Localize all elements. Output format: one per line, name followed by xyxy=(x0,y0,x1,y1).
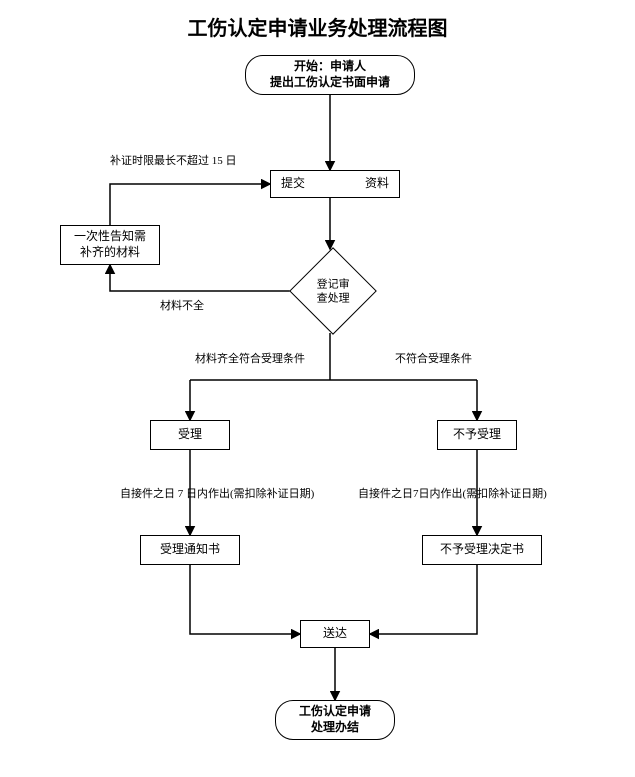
page-title: 工伤认定申请业务处理流程图 xyxy=(0,12,635,41)
node-end: 工伤认定申请 处理办结 xyxy=(275,700,395,740)
edge-label-within7-right: 自接件之日7日内作出(需扣除补证日期) xyxy=(358,485,547,501)
node-submit-left: 提交 xyxy=(281,176,305,192)
edge-label-within7-left: 自接件之日 7 日内作出(需扣除补证日期) xyxy=(120,485,314,501)
node-accept-notice-label: 受理通知书 xyxy=(160,542,220,558)
edge-label-complete: 材料齐全符合受理条件 xyxy=(195,350,305,366)
node-start-label: 开始：申请人 提出工伤认定书面申请 xyxy=(270,59,390,90)
node-reject-label: 不予受理 xyxy=(453,427,501,443)
node-submit-right: 资料 xyxy=(365,176,389,192)
node-accept-label: 受理 xyxy=(178,427,202,443)
node-submit: 提交 资料 xyxy=(270,170,400,198)
node-start: 开始：申请人 提出工伤认定书面申请 xyxy=(245,55,415,95)
node-deliver-label: 送达 xyxy=(323,626,347,642)
node-end-label: 工伤认定申请 处理办结 xyxy=(299,704,371,735)
node-supplement-label: 一次性告知需 补齐的材料 xyxy=(74,229,146,260)
node-review-label: 登记审 查处理 xyxy=(317,277,350,306)
node-deliver: 送达 xyxy=(300,620,370,648)
edge-label-not-qualified: 不符合受理条件 xyxy=(395,350,472,366)
flowchart-edges xyxy=(0,0,635,777)
node-reject-notice: 不予受理决定书 xyxy=(422,535,542,565)
node-reject: 不予受理 xyxy=(437,420,517,450)
node-accept: 受理 xyxy=(150,420,230,450)
node-accept-notice: 受理通知书 xyxy=(140,535,240,565)
edge-label-incomplete: 材料不全 xyxy=(160,297,204,313)
node-supplement: 一次性告知需 补齐的材料 xyxy=(60,225,160,265)
node-review: 登记审 查处理 xyxy=(289,247,377,335)
node-reject-notice-label: 不予受理决定书 xyxy=(440,542,524,558)
edge-label-supplement-limit: 补证时限最长不超过 15 日 xyxy=(110,152,237,168)
